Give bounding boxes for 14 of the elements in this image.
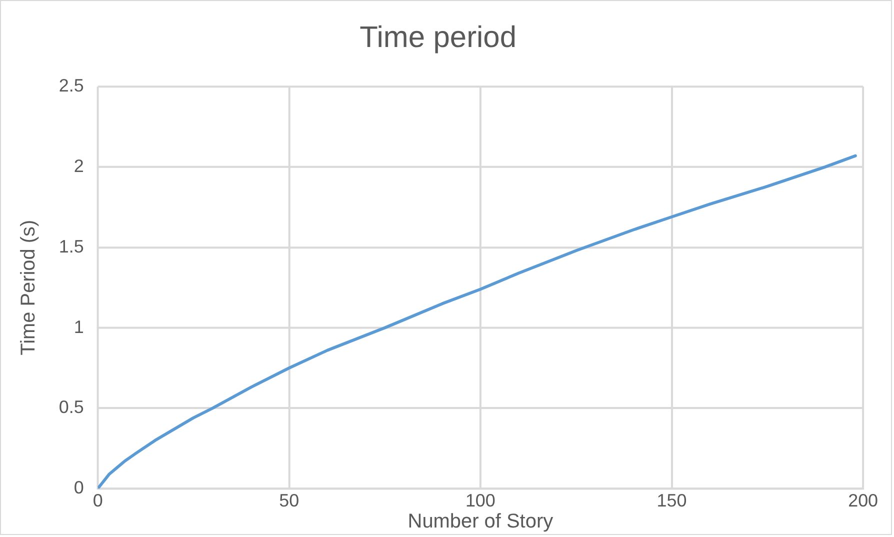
- x-tick-label: 200: [848, 490, 878, 510]
- y-tick-label: 0: [74, 478, 84, 498]
- y-axis-title: Time Period (s): [17, 220, 40, 356]
- x-tick-label: 100: [465, 490, 496, 510]
- x-tick-label: 50: [279, 490, 300, 510]
- y-tick-label: 1: [74, 316, 84, 337]
- y-tick-label: 2: [74, 156, 84, 176]
- x-tick-label: 150: [656, 490, 687, 510]
- y-tick-label: 0.5: [58, 397, 84, 418]
- y-tick-label: 2.5: [58, 76, 84, 96]
- chart-title: Time period: [360, 21, 516, 54]
- x-axis-title: Number of Story: [408, 510, 554, 533]
- x-tick-label: 0: [92, 490, 103, 510]
- y-tick-label: 1.5: [58, 236, 84, 256]
